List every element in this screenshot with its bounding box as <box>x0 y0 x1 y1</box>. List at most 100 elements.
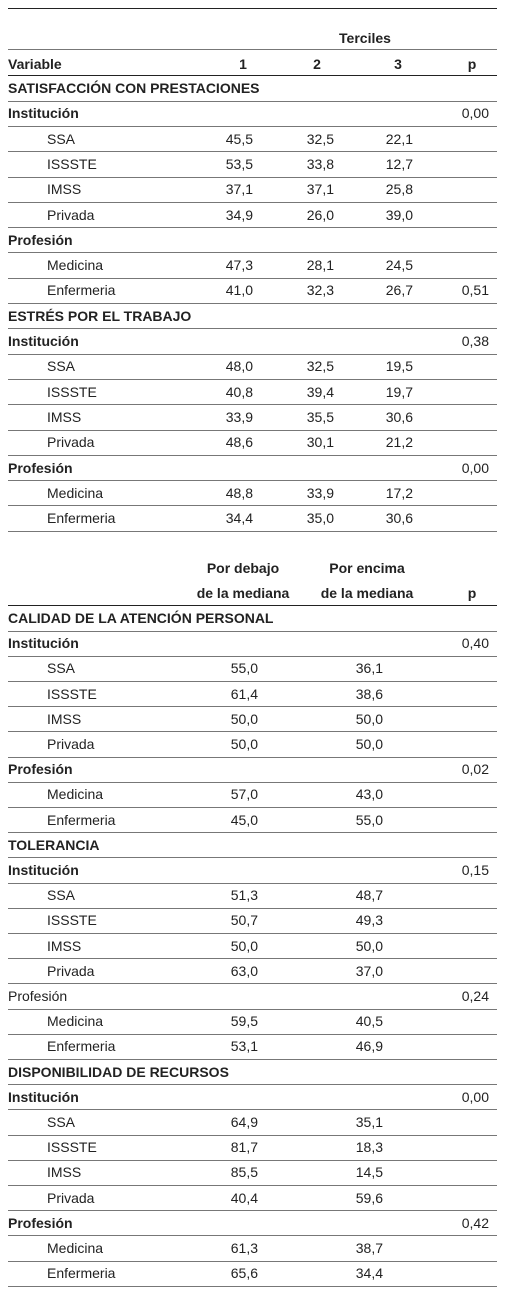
header-group: Terciles <box>339 30 391 46</box>
cell: 59,5 <box>230 1013 258 1030</box>
cell: 41,0 <box>225 282 253 299</box>
rule <box>8 202 497 203</box>
cell: 25,8 <box>385 181 413 198</box>
cell: 33,8 <box>306 155 334 172</box>
cell: 50,0 <box>230 710 258 727</box>
cell: 38,6 <box>355 685 383 702</box>
cell: 36,1 <box>355 660 383 677</box>
rule <box>8 807 497 808</box>
row-label: Enfermeria <box>47 510 116 527</box>
row-label: Enfermeria <box>47 282 116 299</box>
row-label: SSA <box>47 358 76 375</box>
cell: 50,0 <box>355 710 383 727</box>
cell: 32,5 <box>306 358 334 375</box>
rule <box>8 908 497 909</box>
row-label: IMSS <box>47 1164 82 1181</box>
header: Variable <box>8 56 62 72</box>
cell: 64,9 <box>230 1114 258 1130</box>
cell: 33,9 <box>306 484 334 501</box>
row-label: SSA <box>47 660 76 677</box>
cell: 30,6 <box>385 408 413 425</box>
rule <box>8 1160 497 1161</box>
rule <box>8 430 497 431</box>
p-value: 0,02 <box>461 761 489 778</box>
rule <box>8 706 497 707</box>
rule <box>8 631 497 632</box>
cell: 51,3 <box>230 887 258 904</box>
cell: 28,1 <box>306 257 334 274</box>
cell: 40,5 <box>355 1013 383 1030</box>
row-label: SSA <box>47 130 76 147</box>
cell: 45,5 <box>225 130 253 147</box>
cell: 59,6 <box>355 1189 383 1206</box>
header: 1 <box>239 56 247 72</box>
row-label: ISSSTE <box>47 383 97 400</box>
rule <box>8 1059 497 1060</box>
group-label: Profesión <box>8 1214 73 1231</box>
cell: 22,1 <box>385 130 413 147</box>
rule <box>8 1135 497 1136</box>
section-label: SATISFACCIÓN CON PRESTACIONES <box>8 80 260 96</box>
cell: 53,5 <box>225 155 253 172</box>
cell: 30,1 <box>306 434 334 451</box>
group-label: Institución <box>8 862 79 878</box>
row-label: Enfermeria <box>47 1038 116 1055</box>
rule <box>8 505 497 506</box>
rule <box>8 883 497 884</box>
group-label: Profesión <box>8 988 68 1004</box>
rule <box>8 782 497 783</box>
row-label: Privada <box>47 1189 95 1206</box>
row-label: IMSS <box>47 408 82 425</box>
row-label: Enfermeria <box>47 1265 116 1282</box>
cell: 34,4 <box>355 1265 383 1282</box>
cell: 14,5 <box>355 1164 383 1181</box>
cell: 19,5 <box>385 358 413 375</box>
cell: 45,0 <box>230 811 258 828</box>
rule <box>8 1261 497 1262</box>
section-label: DISPONIBILIDAD DE RECURSOS <box>8 1063 229 1080</box>
cell: 39,4 <box>306 383 334 400</box>
rule <box>8 49 497 50</box>
rule <box>8 227 497 228</box>
cell: 35,5 <box>306 408 334 425</box>
row-label: Medicina <box>47 484 104 501</box>
cell: 50,0 <box>230 736 258 752</box>
rule <box>8 983 497 984</box>
cell: 48,8 <box>225 484 253 501</box>
cell: 34,4 <box>225 510 253 527</box>
cell: 35,0 <box>306 510 334 527</box>
cell: 46,9 <box>355 1038 383 1055</box>
header: p <box>467 56 477 72</box>
rule <box>8 252 497 253</box>
cell: 24,5 <box>385 257 413 274</box>
p-value: 0,24 <box>461 988 489 1004</box>
row-label: Privada <box>47 736 95 752</box>
group-label: Profesión <box>8 231 73 248</box>
cell: 48,7 <box>355 887 383 904</box>
section-label: CALIDAD DE LA ATENCIÓN PERSONAL <box>8 610 274 626</box>
rule <box>8 757 497 758</box>
cell: 61,3 <box>230 1240 258 1256</box>
header: p <box>467 585 477 601</box>
cell: 63,0 <box>230 962 258 979</box>
rule <box>8 151 497 152</box>
rule <box>8 933 497 934</box>
row-label: Privada <box>47 434 95 451</box>
row-label: SSA <box>47 1114 76 1130</box>
cell: 37,1 <box>225 181 253 198</box>
rule <box>8 1210 497 1211</box>
cell: 30,6 <box>385 510 413 527</box>
header: 2 <box>313 56 321 72</box>
row-label: SSA <box>47 887 76 904</box>
cell: 32,3 <box>306 282 334 299</box>
header: Por debajo <box>206 560 280 576</box>
row-label: Privada <box>47 206 95 223</box>
rule <box>8 681 497 682</box>
p-value: 0,00 <box>461 105 489 122</box>
row-label: Medicina <box>47 257 104 274</box>
group-label: Institución <box>8 1088 79 1105</box>
cell: 21,2 <box>385 434 413 451</box>
rule <box>8 1009 497 1010</box>
rule <box>8 1034 497 1035</box>
cell: 40,8 <box>225 383 253 400</box>
